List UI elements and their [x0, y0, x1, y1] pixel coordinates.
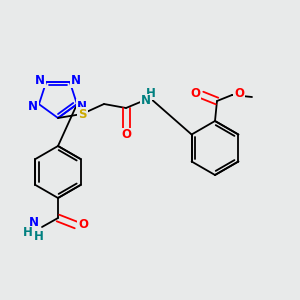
Text: H: H: [146, 86, 156, 100]
Text: O: O: [121, 128, 131, 142]
Text: H: H: [23, 226, 33, 239]
Text: O: O: [190, 86, 200, 100]
Text: O: O: [78, 218, 88, 232]
Text: N: N: [71, 74, 81, 87]
Text: S: S: [78, 107, 86, 121]
Text: N: N: [77, 100, 87, 113]
Text: N: N: [141, 94, 151, 107]
Text: O: O: [234, 86, 244, 100]
Text: H: H: [34, 230, 44, 242]
Text: N: N: [29, 215, 39, 229]
Text: N: N: [28, 100, 38, 113]
Text: N: N: [35, 74, 45, 87]
